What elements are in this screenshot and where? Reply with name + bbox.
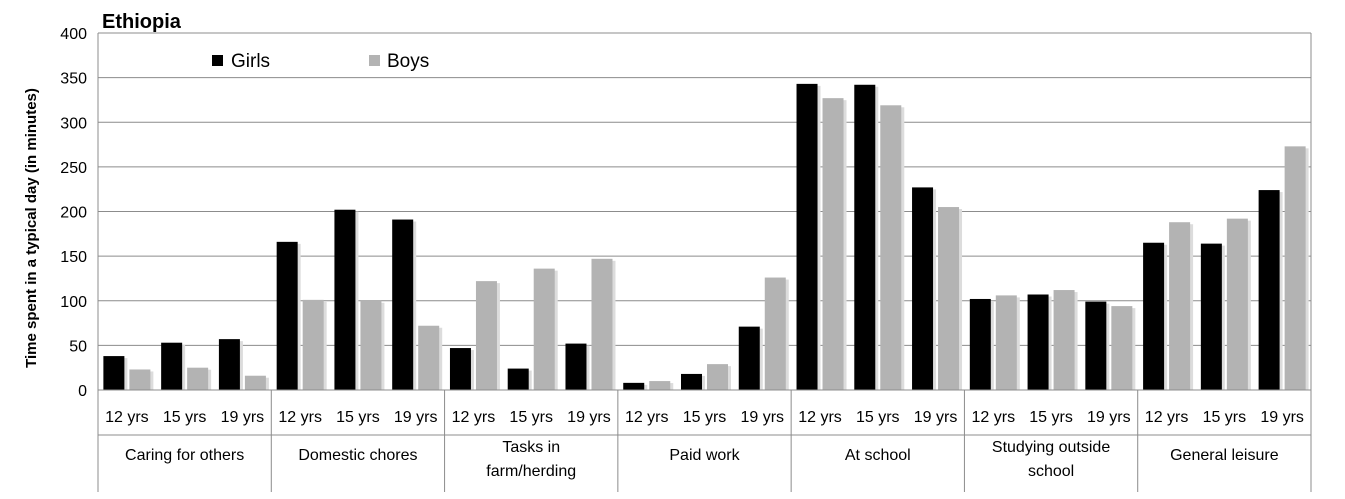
x-tick-label-16: 15 yrs xyxy=(1029,409,1073,426)
x-tick-label-14: 19 yrs xyxy=(914,409,958,426)
x-tick-label-0: 12 yrs xyxy=(105,409,149,426)
x-tick-label-19: 15 yrs xyxy=(1203,409,1247,426)
group-label-3: Paid work xyxy=(669,447,740,464)
group-label-1: Domestic chores xyxy=(298,447,417,464)
bar-girls-4 xyxy=(334,209,356,390)
bar-boys-1 xyxy=(187,367,209,390)
y-tick-label-150: 150 xyxy=(60,249,87,266)
bar-girls-11 xyxy=(738,326,760,390)
y-tick-label-400: 400 xyxy=(60,26,87,43)
bar-boys-18 xyxy=(1169,222,1191,390)
y-tick-label-250: 250 xyxy=(60,160,87,177)
legend-label-girls: Girls xyxy=(231,51,270,72)
bar-boys-12 xyxy=(822,98,844,390)
bar-boys-6 xyxy=(475,281,497,390)
x-tick-label-3: 12 yrs xyxy=(278,409,322,426)
y-tick-label-100: 100 xyxy=(60,294,87,311)
bar-boys-7 xyxy=(533,268,555,390)
bar-girls-0 xyxy=(103,356,125,390)
x-tick-label-18: 12 yrs xyxy=(1145,409,1189,426)
x-tick-label-1: 15 yrs xyxy=(163,409,207,426)
bar-boys-10 xyxy=(707,364,728,390)
group-label-line: At school xyxy=(845,447,911,464)
legend-swatch-boys xyxy=(369,55,380,66)
bar-girls-10 xyxy=(681,373,702,390)
bar-boys-17 xyxy=(1111,306,1133,390)
x-tick-label-9: 12 yrs xyxy=(625,409,669,426)
x-tick-label-8: 19 yrs xyxy=(567,409,611,426)
bar-boys-9 xyxy=(649,381,671,390)
bar-girls-19 xyxy=(1200,243,1222,390)
x-tick-label-20: 19 yrs xyxy=(1260,409,1304,426)
group-label-line: school xyxy=(1028,463,1074,480)
group-label-line: Paid work xyxy=(669,447,740,464)
group-label-line: farm/herding xyxy=(486,463,576,480)
bar-girls-13 xyxy=(854,84,876,390)
x-tick-label-4: 15 yrs xyxy=(336,409,380,426)
y-tick-label-50: 50 xyxy=(69,338,87,355)
bar-boys-0 xyxy=(129,369,151,390)
bar-boys-8 xyxy=(591,258,613,390)
group-label-0: Caring for others xyxy=(125,447,244,464)
x-tick-label-5: 19 yrs xyxy=(394,409,438,426)
bar-girls-1 xyxy=(161,342,183,390)
y-axis-label: Time spent in a typical day (in minutes) xyxy=(23,88,40,368)
bar-boys-11 xyxy=(764,277,786,390)
bar-boys-15 xyxy=(995,295,1017,390)
group-label-line: Studying outside xyxy=(992,439,1110,456)
bar-girls-7 xyxy=(507,368,529,390)
group-label-line: Caring for others xyxy=(125,447,244,464)
bars xyxy=(103,83,1309,390)
bar-girls-6 xyxy=(449,348,471,390)
bar-boys-3 xyxy=(302,299,324,390)
bar-girls-17 xyxy=(1085,301,1107,390)
bar-boys-16 xyxy=(1053,290,1075,390)
bar-girls-8 xyxy=(565,343,587,390)
group-label-2: Tasks in farm/herding xyxy=(486,439,576,480)
x-tick-label-17: 19 yrs xyxy=(1087,409,1131,426)
group-label-line: General leisure xyxy=(1170,447,1279,464)
bar-girls-5 xyxy=(392,219,414,390)
legend-swatch-girls xyxy=(212,55,223,66)
bar-girls-18 xyxy=(1143,242,1165,390)
group-label-line: Tasks in xyxy=(502,439,560,456)
bar-girls-3 xyxy=(276,241,298,390)
chart-title: Ethiopia xyxy=(102,11,182,33)
bar-boys-13 xyxy=(880,105,902,390)
bar-girls-2 xyxy=(218,339,240,390)
bar-girls-16 xyxy=(1027,294,1049,390)
legend: Girls Boys xyxy=(212,51,429,72)
x-tick-label-2: 19 yrs xyxy=(221,409,265,426)
group-label-5: Studying outside school xyxy=(992,439,1110,480)
group-label-line: Domestic chores xyxy=(298,447,417,464)
x-tick-label-12: 12 yrs xyxy=(798,409,842,426)
bar-boys-20 xyxy=(1284,146,1306,390)
bar-boys-4 xyxy=(360,300,382,390)
y-tick-label-350: 350 xyxy=(60,71,87,88)
bar-boys-2 xyxy=(244,375,266,390)
y-tick-label-0: 0 xyxy=(78,383,87,400)
axes: 0 50 100 150 200 250 300 350 400 12 yrs 15 yrs 19 y… xyxy=(60,26,1312,492)
bar-girls-15 xyxy=(969,298,991,390)
bar-boys-19 xyxy=(1226,218,1248,390)
x-tick-label-15: 12 yrs xyxy=(972,409,1016,426)
bar-boys-5 xyxy=(418,325,440,390)
bar-girls-20 xyxy=(1258,190,1280,390)
bar-boys-14 xyxy=(938,207,960,390)
x-tick-label-10: 15 yrs xyxy=(683,409,727,426)
bar-girls-14 xyxy=(912,187,934,390)
bar-girls-12 xyxy=(796,83,818,390)
bar-girls-9 xyxy=(623,382,645,390)
y-tick-label-300: 300 xyxy=(60,115,87,132)
legend-label-boys: Boys xyxy=(387,51,429,72)
x-tick-label-13: 15 yrs xyxy=(856,409,900,426)
y-tick-label-200: 200 xyxy=(60,205,87,222)
x-tick-label-11: 19 yrs xyxy=(740,409,784,426)
group-label-6: General leisure xyxy=(1170,447,1279,464)
group-label-4: At school xyxy=(845,447,911,464)
x-tick-label-7: 15 yrs xyxy=(509,409,553,426)
x-tick-label-6: 12 yrs xyxy=(452,409,496,426)
